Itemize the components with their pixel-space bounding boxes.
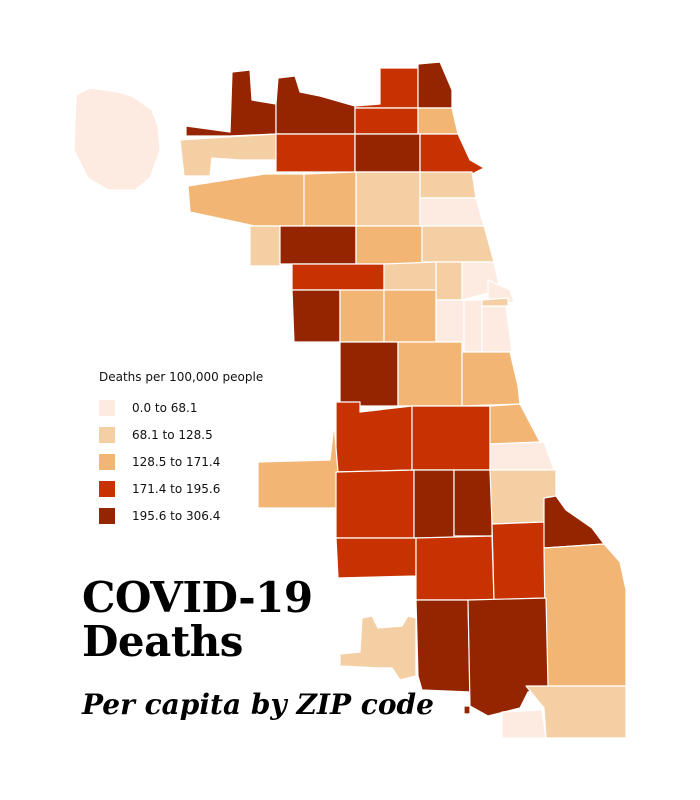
legend-label: 128.5 to 171.4 [132, 454, 221, 469]
zip-region [335, 469, 415, 539]
zip-region [501, 709, 547, 739]
legend-swatch [99, 507, 115, 524]
zip-region [415, 599, 471, 693]
zip-region [354, 107, 419, 135]
zip-region [187, 173, 305, 227]
zip-region [411, 405, 491, 471]
zip-region [453, 469, 493, 537]
zip-region [303, 171, 357, 227]
zip-region [481, 305, 513, 353]
zip-region [481, 297, 509, 307]
zip-region [491, 521, 547, 601]
legend-swatch [99, 399, 115, 416]
title-line-1: COVID-19 [82, 573, 313, 622]
zip-region [489, 441, 555, 471]
zip-region [335, 401, 413, 473]
zip-region [463, 705, 471, 715]
zip-region [354, 67, 419, 109]
zip-region [543, 543, 627, 687]
zip-region [339, 341, 399, 407]
legend-item: 128.5 to 171.4 [99, 448, 263, 475]
zip-region [291, 263, 385, 291]
zip-region [291, 289, 341, 343]
map-title: COVID-19 Deaths [82, 576, 313, 664]
zip-region [417, 107, 459, 135]
zip-region [415, 535, 495, 601]
zip-region [417, 61, 453, 109]
zip-region [525, 685, 627, 739]
zip-region [383, 289, 437, 343]
zip-region [335, 537, 417, 579]
legend-item: 0.0 to 68.1 [99, 394, 263, 421]
zip-region [435, 261, 463, 301]
zip-region [257, 423, 339, 509]
legend-label: 0.0 to 68.1 [132, 400, 198, 415]
zip-region [419, 171, 477, 199]
zip-region [419, 197, 485, 227]
zip-region [275, 133, 356, 173]
map-subtitle: Per capita by ZIP code [82, 688, 434, 721]
zip-region [413, 469, 455, 539]
legend-swatch [99, 453, 115, 470]
zip-region [339, 289, 385, 343]
zip-region [489, 403, 541, 445]
legend-swatch [99, 426, 115, 443]
zip-region [179, 133, 277, 177]
zip-region [354, 133, 421, 173]
title-line-2: Deaths [82, 617, 243, 666]
zip-region [397, 341, 463, 407]
zip-region [463, 299, 483, 353]
legend-label: 171.4 to 195.6 [132, 481, 221, 496]
map-legend: Deaths per 100,000 people 0.0 to 68.1 68… [99, 370, 263, 529]
zip-region [543, 495, 605, 549]
zip-region [73, 87, 161, 191]
legend-label: 195.6 to 306.4 [132, 508, 221, 523]
zip-region [355, 225, 423, 265]
zip-region [339, 615, 417, 681]
zip-region [185, 69, 277, 137]
zip-region [421, 225, 495, 263]
zip-region [249, 225, 281, 267]
zip-region [279, 225, 357, 265]
legend-item: 171.4 to 195.6 [99, 475, 263, 502]
zip-region [355, 171, 421, 227]
legend-item: 68.1 to 128.5 [99, 421, 263, 448]
zip-region [419, 133, 485, 175]
legend-label: 68.1 to 128.5 [132, 427, 213, 442]
legend-item: 195.6 to 306.4 [99, 502, 263, 529]
legend-title: Deaths per 100,000 people [99, 370, 264, 384]
zip-region [461, 351, 521, 407]
legend-swatch [99, 480, 115, 497]
zip-region [275, 75, 356, 135]
